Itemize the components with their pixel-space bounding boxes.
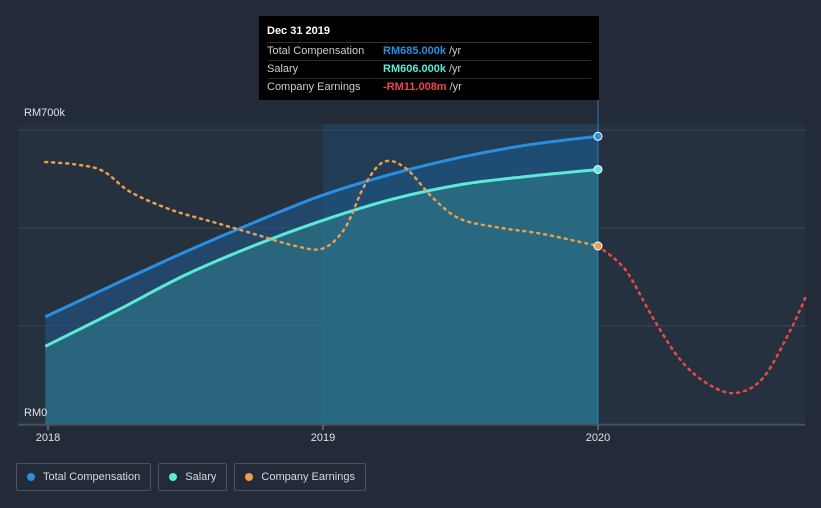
x-tick-label: 2018 <box>36 432 60 444</box>
tooltip: Dec 31 2019 Total Compensation RM685.000… <box>259 16 599 100</box>
legend: Total Compensation Salary Company Earnin… <box>16 463 366 491</box>
tooltip-label: Total Compensation <box>267 45 365 57</box>
tooltip-value: -RM11.008m <box>383 81 447 93</box>
axis: RM0 RM700k 2018 2019 2020 <box>18 107 805 444</box>
tooltip-value: RM606.000k <box>383 63 446 75</box>
tooltip-date: Dec 31 2019 <box>267 24 591 43</box>
lines <box>44 134 809 395</box>
legend-label: Company Earnings <box>261 471 355 483</box>
y-tick-label: RM700k <box>24 107 65 119</box>
legend-dot-icon <box>245 473 254 481</box>
salary-area <box>45 169 598 424</box>
x-tick-label: 2019 <box>311 432 335 444</box>
tooltip-unit: /yr <box>449 45 462 57</box>
tooltip-row-salary: Salary RM606.000k /yr <box>267 61 591 79</box>
y-tick-label: RM0 <box>24 407 47 419</box>
company-earnings-line <box>44 159 600 251</box>
tooltip-row-company-earnings: Company Earnings -RM11.008m /yr <box>267 79 591 96</box>
legend-label: Total Compensation <box>43 471 141 483</box>
salary-line <box>44 167 599 348</box>
tooltip-row-total-compensation: Total Compensation RM685.000k /yr <box>267 43 591 61</box>
salary-marker <box>593 164 603 174</box>
total-compensation-marker <box>593 131 603 141</box>
legend-label: Salary <box>185 471 217 483</box>
legend-dot-icon <box>169 473 178 481</box>
legend-dot-icon <box>27 473 35 481</box>
x-tick-label: 2020 <box>586 432 610 444</box>
legend-item-company-earnings[interactable]: Company Earnings <box>234 463 366 491</box>
company-earnings-forecast-line <box>596 244 809 395</box>
legend-item-salary[interactable]: Salary <box>158 463 228 491</box>
tooltip-label: Company Earnings <box>267 81 361 93</box>
tooltip-unit: /yr <box>449 63 462 75</box>
tooltip-label: Salary <box>267 63 299 75</box>
company-earnings-marker <box>593 241 603 251</box>
total-compensation-line <box>44 134 599 319</box>
legend-item-total-compensation[interactable]: Total Compensation <box>16 463 152 491</box>
markers <box>593 100 603 424</box>
tooltip-value: RM685.000k <box>383 45 446 57</box>
tooltip-unit: /yr <box>449 81 462 93</box>
areas <box>45 136 598 425</box>
